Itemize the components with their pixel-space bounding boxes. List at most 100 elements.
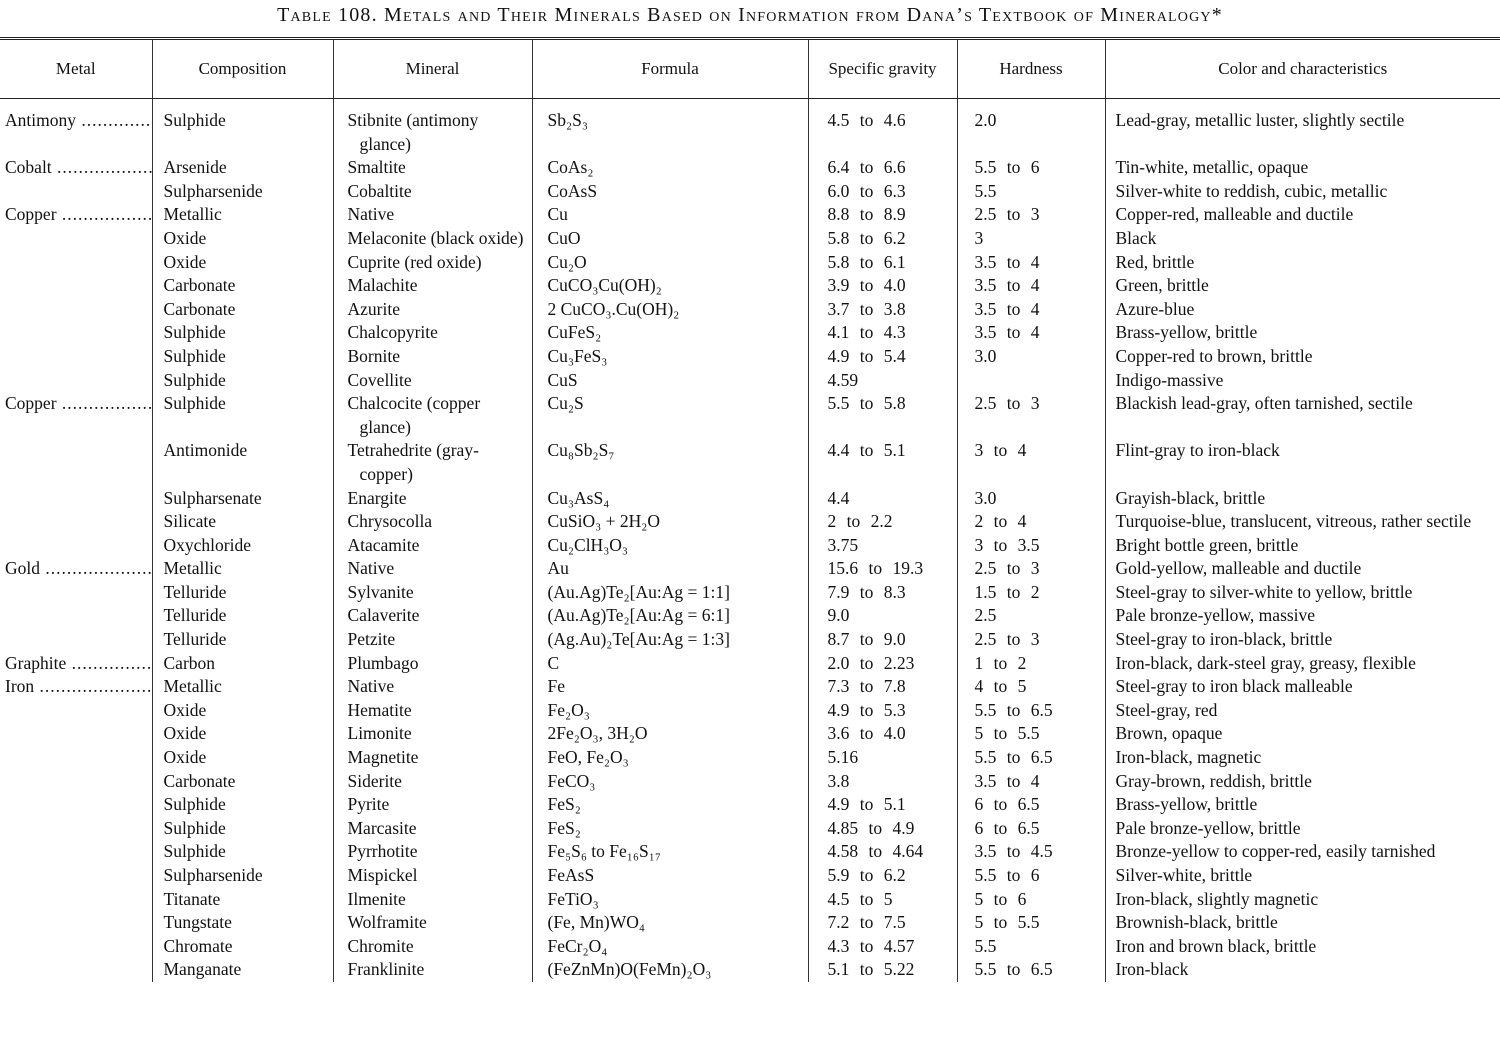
cell: Antimony (0, 99, 152, 157)
cell: Chalcocite (copper glance) (332, 392, 532, 440)
cell: 3.5 to 4 (956, 321, 1105, 345)
cell: 4.4 to 5.1 (807, 439, 957, 487)
cell: Steel-gray to iron-black, brittle (1104, 628, 1500, 652)
cell: Chrysocolla (332, 510, 532, 534)
cell: Iron-black, slightly magnetic (1104, 887, 1500, 912)
cell: Brass-yellow, brittle (1104, 793, 1500, 817)
cell (0, 510, 152, 534)
cell (0, 487, 152, 511)
cell (0, 958, 152, 982)
cell: 5.8 to 6.2 (807, 226, 957, 251)
cell: Gray-brown, reddish, brittle (1104, 769, 1500, 794)
cell (0, 604, 152, 628)
cell: 7.3 to 7.8 (807, 675, 957, 699)
cell: 8.7 to 9.0 (807, 628, 957, 652)
cell: 3 to 4 (956, 439, 1105, 487)
cell: 2.0 to 2.23 (807, 651, 957, 676)
cell: Azure-blue (1104, 297, 1500, 322)
cell: Wolframite (332, 911, 532, 935)
metal-name: Graphite (5, 653, 152, 673)
cell: 8.8 to 8.9 (807, 203, 957, 227)
cell (0, 274, 152, 298)
cell: 5.5 (956, 179, 1105, 204)
table-row: Carbonate Malachite CuCO₃Cu(OH)₂ 3.9 to 4.0… (0, 274, 1500, 298)
cell: 3.5 to 4 (956, 274, 1105, 298)
cell: Indigo-massive (1104, 368, 1500, 393)
cell: 3.9 to 4.0 (807, 274, 957, 298)
cell: C (531, 651, 808, 676)
cell: 9.0 (807, 604, 957, 629)
table-row: GraphiteCarbonPlumbagoC2.0 to 2.231 to 2… (0, 651, 1500, 676)
cell: Steel-gray, red (1104, 698, 1500, 723)
cell: 5.8 to 6.1 (807, 250, 957, 275)
cell: Sulpharsenate (151, 486, 333, 511)
cell: FeCr₂O₄ (531, 934, 808, 959)
cell: Tungstate (151, 911, 333, 935)
column-header: Mineral (332, 37, 532, 99)
table-row: Telluride Petzite (Ag.Au)₂Te[Au:Ag = 1:3] 8… (0, 628, 1500, 652)
cell: Cu₈Sb₂S₇ (531, 439, 808, 487)
cell (0, 251, 152, 275)
cell: 2.5 (956, 604, 1105, 629)
cell: 2 to 2.2 (807, 510, 957, 534)
table-row: Sulpharsenate Enargite Cu₃AsS₄ 4.4 3.0 Grayis… (0, 486, 1500, 511)
cell: Oxide (151, 226, 333, 251)
cell: Pyrrhotite (332, 840, 532, 864)
metal-name: Copper (5, 393, 152, 413)
cell: 3 (956, 226, 1105, 251)
cell: CuO (531, 226, 808, 251)
table-row: CobaltArsenideSmaltiteCoAs₂6.4 to 6.65.5… (0, 156, 1500, 180)
table-row: CopperMetallicNativeCu8.8 to 8.92.5 to 3… (0, 203, 1500, 227)
column-header: Color and characteristics (1104, 37, 1500, 99)
table-row: Telluride Sylvanite (Au.Ag)Te₂[Au:Ag = 1:1… (0, 580, 1500, 605)
cell: Grayish-black, brittle (1104, 486, 1500, 511)
cell (0, 345, 152, 369)
cell: Sylvanite (332, 580, 532, 605)
cell: FeS₂ (531, 816, 808, 841)
cell: Marcasite (332, 816, 532, 841)
cell: CuS (531, 368, 808, 393)
cell (0, 888, 152, 912)
cell: Manganate (151, 958, 333, 982)
cell: Fe₅S₆ to Fe₁₆S₁₇ (531, 840, 808, 864)
cell: 5 to 5.5 (956, 722, 1105, 747)
cell: Mispickel (332, 864, 532, 888)
cell: Atacamite (332, 533, 532, 558)
cell: 2.5 to 3 (956, 628, 1105, 652)
table-row: Sulphide Marcasite FeS₂ 4.85 to 4.9 6 to 6.5… (0, 816, 1500, 841)
table-row: Sulpharsenide Cobaltite CoAsS 6.0 to 6.3 5.5… (0, 179, 1500, 204)
cell: Cu₂ClH₃O₃ (531, 533, 808, 558)
cell: Sb₂S₃ (531, 98, 808, 157)
cell: (Ag.Au)₂Te[Au:Ag = 1:3] (531, 628, 808, 652)
cell: FeAsS (531, 864, 808, 888)
cell (0, 180, 152, 204)
cell: Calaverite (332, 604, 532, 629)
cell: Petzite (332, 628, 532, 652)
cell: CuSiO₃ + 2H₂O (531, 510, 808, 534)
cell: Sulphide (151, 321, 333, 345)
cell: Tetrahedrite (gray-copper) (332, 439, 532, 487)
cell: 6.4 to 6.6 (807, 156, 957, 180)
cell: Oxide (151, 698, 333, 723)
cell: Brown, opaque (1104, 722, 1500, 747)
cell: Turquoise-blue, translucent, vitreous, r… (1104, 510, 1500, 534)
cell: 5.5 to 6.5 (956, 746, 1105, 770)
cell: 4.1 to 4.3 (807, 321, 957, 345)
table-row: Sulphide Pyrrhotite Fe₅S₆ to Fe₁₆S₁₇ 4.58 t… (0, 840, 1500, 864)
cell: Fe (531, 675, 808, 699)
cell (0, 321, 152, 345)
cell: 2Fe₂O₃, 3H₂O (531, 722, 808, 747)
cell: 4.58 to 4.64 (807, 840, 957, 864)
header-row: Metal Composition Mineral Formula Specific g… (0, 37, 1500, 99)
cell: Sulphide (151, 98, 333, 157)
cell (0, 817, 152, 841)
cell: Silver-white, brittle (1104, 864, 1500, 888)
cell: Oxide (151, 722, 333, 747)
cell: Bornite (332, 344, 532, 369)
cell: Telluride (151, 604, 333, 629)
cell: Steel-gray to iron black malleable (1104, 675, 1500, 699)
cell (0, 935, 152, 959)
column-header: Formula (531, 37, 808, 99)
table-row: Sulphide Covellite CuS 4.59 Indigo-massive (0, 368, 1500, 393)
